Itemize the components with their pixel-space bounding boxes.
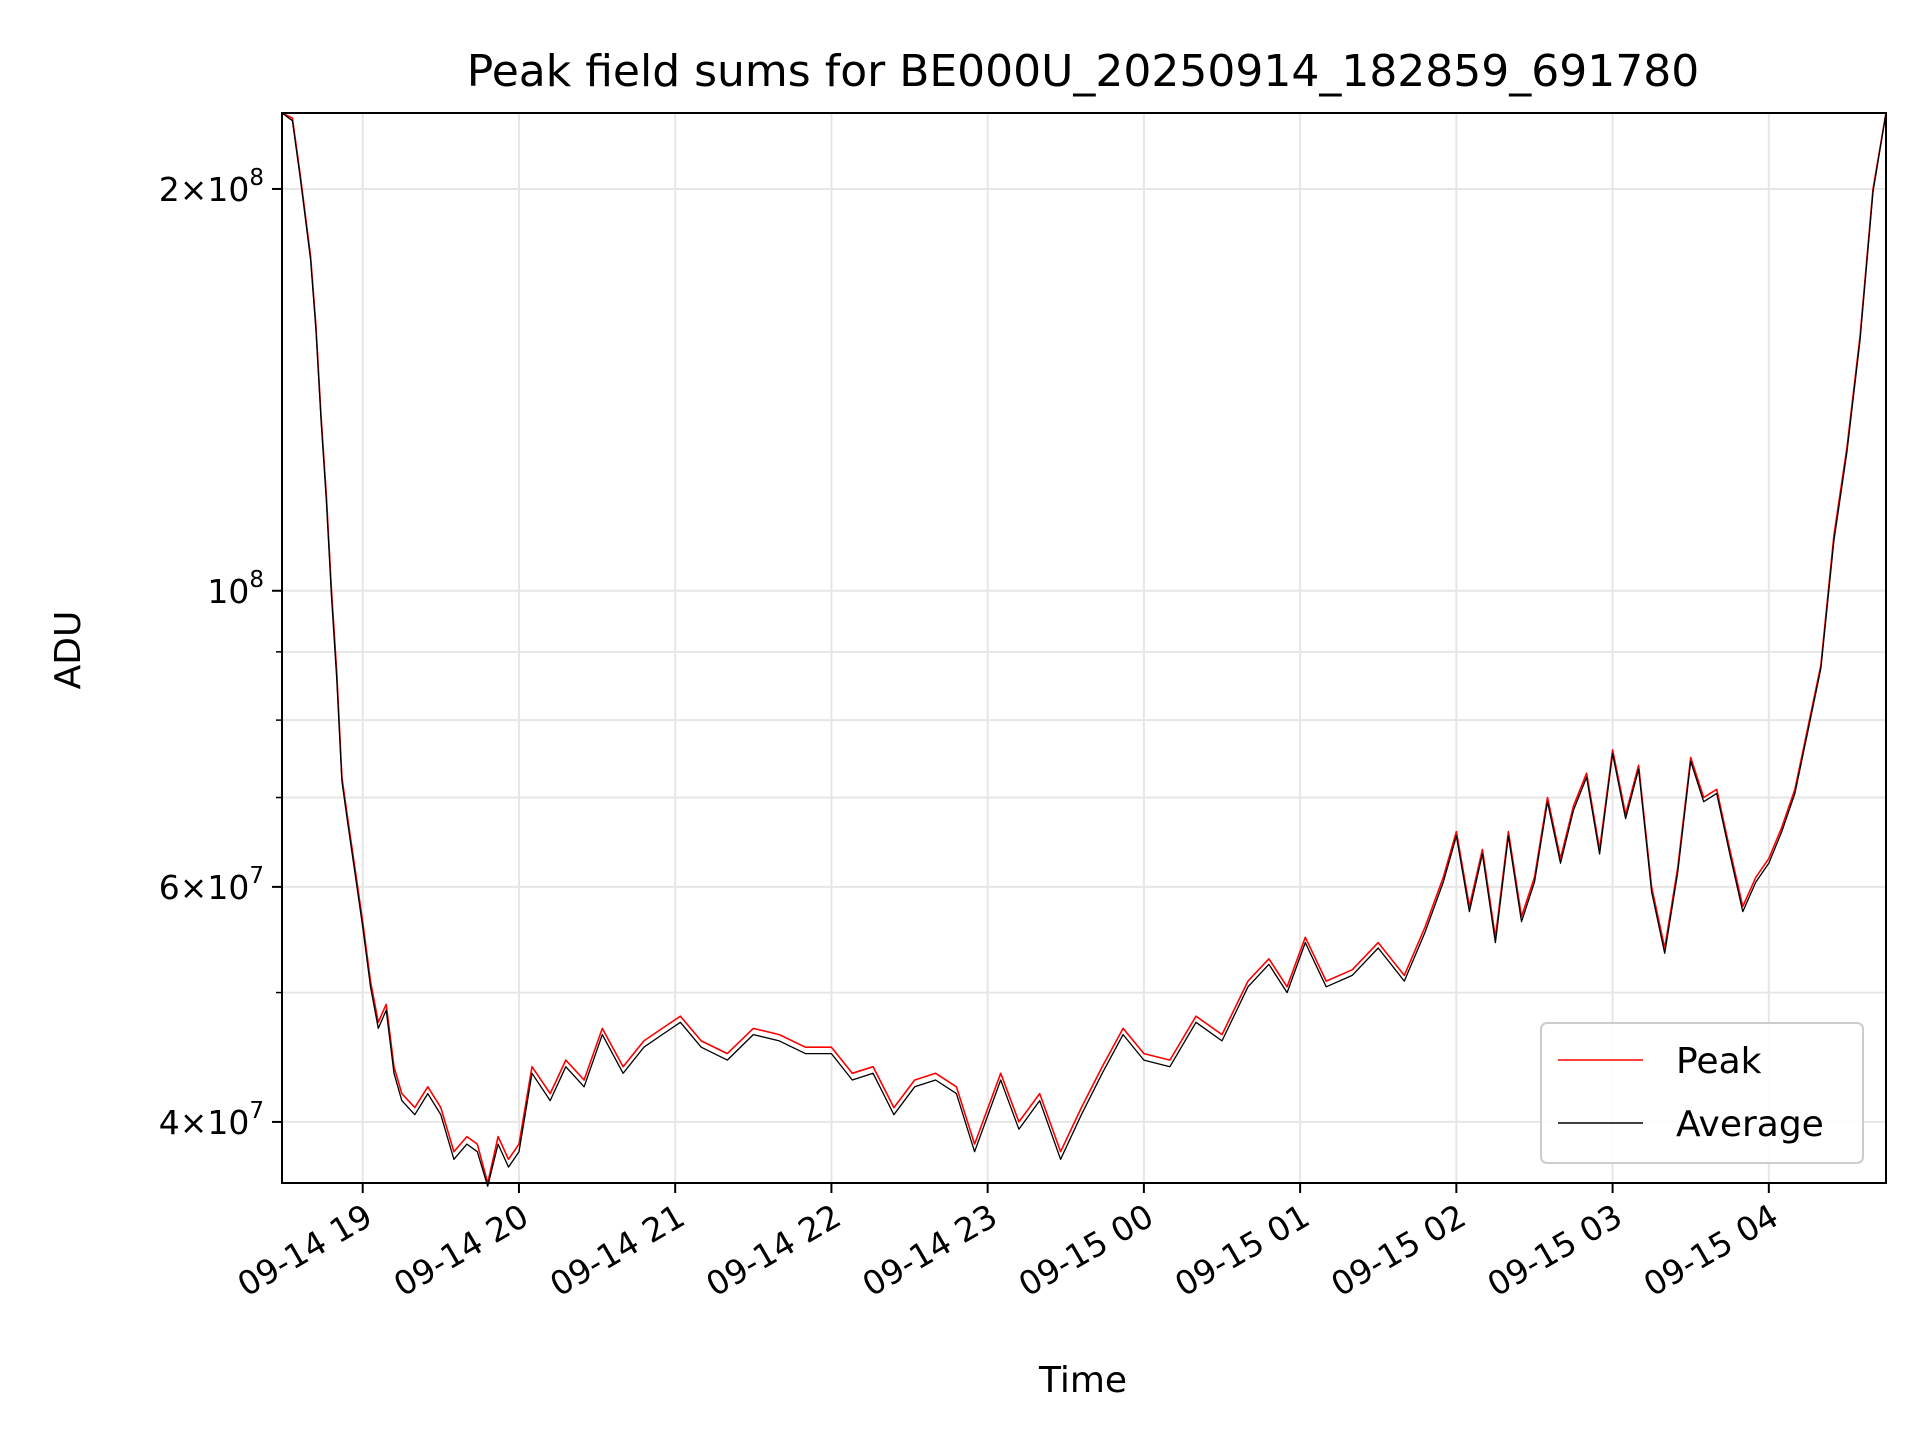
legend-box: [1540, 1022, 1864, 1164]
y-tick-label: 108: [207, 567, 264, 611]
legend: Peak Average: [1540, 1022, 1864, 1164]
x-axis-label: Time: [1038, 1360, 1127, 1401]
plot-frame: [281, 112, 1887, 1184]
y-tick-label: 2×108: [159, 165, 264, 209]
chart-title: Peak field sums for BE000U_20250914_1828…: [467, 46, 1700, 97]
y-tick-label: 6×107: [159, 863, 264, 907]
series-lines: [281, 112, 1887, 1187]
y-tick-label: 4×107: [159, 1098, 264, 1142]
legend-label-peak: Peak: [1676, 1041, 1762, 1082]
y-axis-ticks: 4×107 6×107 108 2×108: [159, 165, 282, 1142]
y-axis-label: ADU: [48, 611, 89, 690]
grid-lines: [282, 113, 1886, 1183]
series-line-average: [281, 112, 1887, 1187]
legend-label-average: Average: [1676, 1104, 1824, 1145]
series-line-peak: [281, 112, 1887, 1184]
